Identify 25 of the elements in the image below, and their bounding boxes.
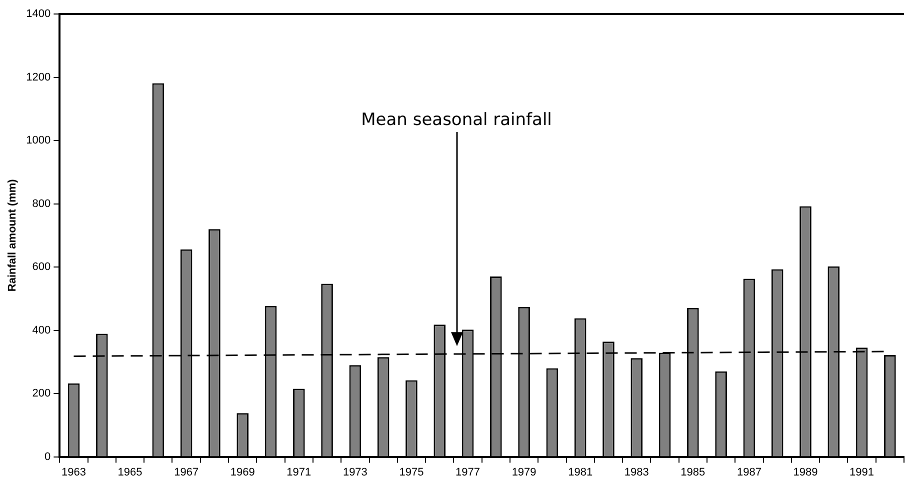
x-tick-label: 1979 [512,466,536,478]
x-tick-label: 1967 [174,466,199,478]
x-tick-label: 1981 [568,466,593,478]
x-tick-label: 1965 [118,466,142,478]
x-tick-label: 1969 [230,466,255,478]
y-tick-label: 600 [32,261,51,274]
y-tick-label: 800 [32,198,51,210]
x-tick-label: 1973 [342,466,368,478]
x-tick-label: 1987 [736,466,762,478]
x-tick-label: 1963 [62,466,86,478]
y-tick-label: 1200 [26,71,51,84]
y-tick-label: 0 [44,450,51,463]
annotation: Mean seasonal rainfall [361,110,552,130]
y-tick-label: 1000 [26,134,51,147]
x-tick-label: 1977 [456,466,480,478]
x-tick-label: 1983 [624,466,649,478]
x-tick-label: 1985 [680,466,706,478]
y-tick-label: 400 [32,324,51,336]
x-tick-label: 1975 [399,466,424,478]
y-axis-title: Rainfall amount (mm) [6,178,19,292]
x-tick-label: 1989 [793,466,818,478]
x-tick-label: 1991 [850,466,874,478]
y-tick-label: 200 [32,388,51,400]
y-tick-label: 1400 [26,8,51,20]
x-tick-label: 1971 [286,466,312,478]
